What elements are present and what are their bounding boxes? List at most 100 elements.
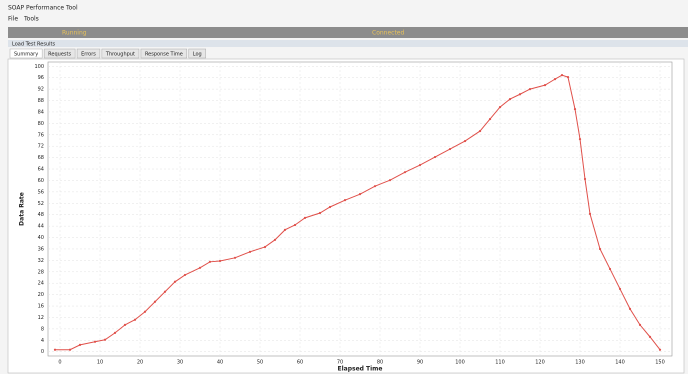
data-point xyxy=(560,74,564,77)
tab-bg[interactable] xyxy=(188,48,206,59)
data-point xyxy=(273,238,277,241)
plot-area xyxy=(47,61,673,357)
x-tick-label: 20 xyxy=(137,360,143,366)
y-tick-label: 56 xyxy=(38,189,44,195)
data-point xyxy=(403,171,407,174)
y-tick-label: 96 xyxy=(38,75,44,81)
data-point xyxy=(113,331,117,334)
y-tick-label: 76 xyxy=(38,132,44,138)
data-point xyxy=(53,348,57,351)
data-point xyxy=(463,139,467,143)
y-tick-label: 60 xyxy=(38,178,44,184)
tab[interactable]: Log xyxy=(188,48,206,59)
y-tick-label: 52 xyxy=(38,201,44,207)
x-tick-label: 140 xyxy=(615,360,625,366)
tab-row: Summary Requests Errors Throughput Response … xyxy=(9,48,206,59)
y-tick-label: 32 xyxy=(38,258,44,264)
data-point xyxy=(143,310,147,313)
data-point xyxy=(628,307,632,311)
x-tick-label: 70 xyxy=(337,360,343,366)
chart: 0481216202428323640444852566064687276808… xyxy=(19,61,673,373)
data-point xyxy=(388,179,392,182)
data-point xyxy=(183,273,187,277)
y-tick-label: 4 xyxy=(41,338,44,344)
data-point xyxy=(573,107,577,111)
menu-item[interactable]: Tools xyxy=(23,16,39,23)
toolbar-label: Running xyxy=(62,30,87,37)
data-point xyxy=(358,193,362,196)
data-point xyxy=(93,340,97,343)
y-axis-label: Data Rate xyxy=(19,192,26,226)
data-point xyxy=(608,267,612,271)
tab-label[interactable]: Requests xyxy=(48,52,71,58)
x-tick-label: 0 xyxy=(58,360,61,366)
tab-label[interactable]: Summary xyxy=(14,52,38,58)
tab-label[interactable]: Throughput xyxy=(105,52,135,58)
y-tick-label: 48 xyxy=(38,212,44,218)
y-tick-label: 68 xyxy=(38,155,44,161)
tab-bg[interactable] xyxy=(9,48,43,59)
data-point xyxy=(123,323,127,326)
data-point xyxy=(508,98,512,101)
window-title: SOAP Performance Tool xyxy=(8,5,78,12)
tab-bg[interactable] xyxy=(140,48,188,59)
x-tick-label: 10 xyxy=(97,360,103,366)
data-point xyxy=(498,105,502,109)
tab[interactable]: Summary xyxy=(9,48,43,59)
tab-label[interactable]: Errors xyxy=(81,52,96,58)
data-point xyxy=(133,318,137,321)
data-point xyxy=(553,78,557,81)
y-tick-label: 44 xyxy=(38,224,44,230)
x-tick-label: 60 xyxy=(297,360,303,366)
data-point xyxy=(583,177,587,181)
tab-label[interactable]: Response Time xyxy=(145,52,183,58)
tab[interactable]: Throughput xyxy=(101,48,140,59)
data-point xyxy=(343,199,347,202)
data-point xyxy=(68,348,72,351)
y-tick-label: 12 xyxy=(38,315,44,321)
tab[interactable]: Requests xyxy=(43,48,76,59)
menu-item[interactable]: File xyxy=(8,16,18,23)
toolbar-label: Connected xyxy=(372,30,405,37)
data-point xyxy=(598,247,602,251)
tab-label[interactable]: Log xyxy=(193,52,202,58)
x-tick-label: 30 xyxy=(177,360,183,366)
data-point xyxy=(528,88,532,91)
tab[interactable]: Errors xyxy=(76,48,101,59)
toolbar xyxy=(8,27,688,38)
x-tick-label: 80 xyxy=(377,360,383,366)
tab-bg[interactable] xyxy=(43,48,76,59)
y-tick-label: 0 xyxy=(41,349,44,355)
data-point xyxy=(318,211,322,215)
data-point xyxy=(303,216,307,219)
data-point xyxy=(648,335,652,338)
data-point xyxy=(328,205,332,209)
tab-bg[interactable] xyxy=(76,48,101,59)
data-point xyxy=(488,117,492,121)
panel-header xyxy=(8,40,688,47)
data-point xyxy=(373,185,377,188)
data-point xyxy=(478,129,482,133)
data-point xyxy=(618,287,622,291)
x-tick-label: 110 xyxy=(495,360,505,366)
y-tick-label: 72 xyxy=(38,144,44,150)
tab-bg[interactable] xyxy=(101,48,140,59)
data-point xyxy=(418,163,422,167)
panel-title: Load Test Results xyxy=(12,42,55,48)
data-point xyxy=(163,290,167,293)
data-point xyxy=(578,137,582,141)
data-point xyxy=(518,93,522,96)
y-tick-label: 84 xyxy=(38,109,44,115)
x-tick-label: 150 xyxy=(655,360,665,366)
x-tick-label: 90 xyxy=(417,360,423,366)
data-point xyxy=(433,155,437,159)
data-point xyxy=(658,348,662,351)
data-point xyxy=(543,84,547,87)
y-tick-label: 24 xyxy=(38,281,44,287)
x-tick-label: 50 xyxy=(257,360,263,366)
y-tick-label: 36 xyxy=(38,246,44,252)
data-point xyxy=(153,300,157,303)
tab[interactable]: Response Time xyxy=(140,48,188,59)
